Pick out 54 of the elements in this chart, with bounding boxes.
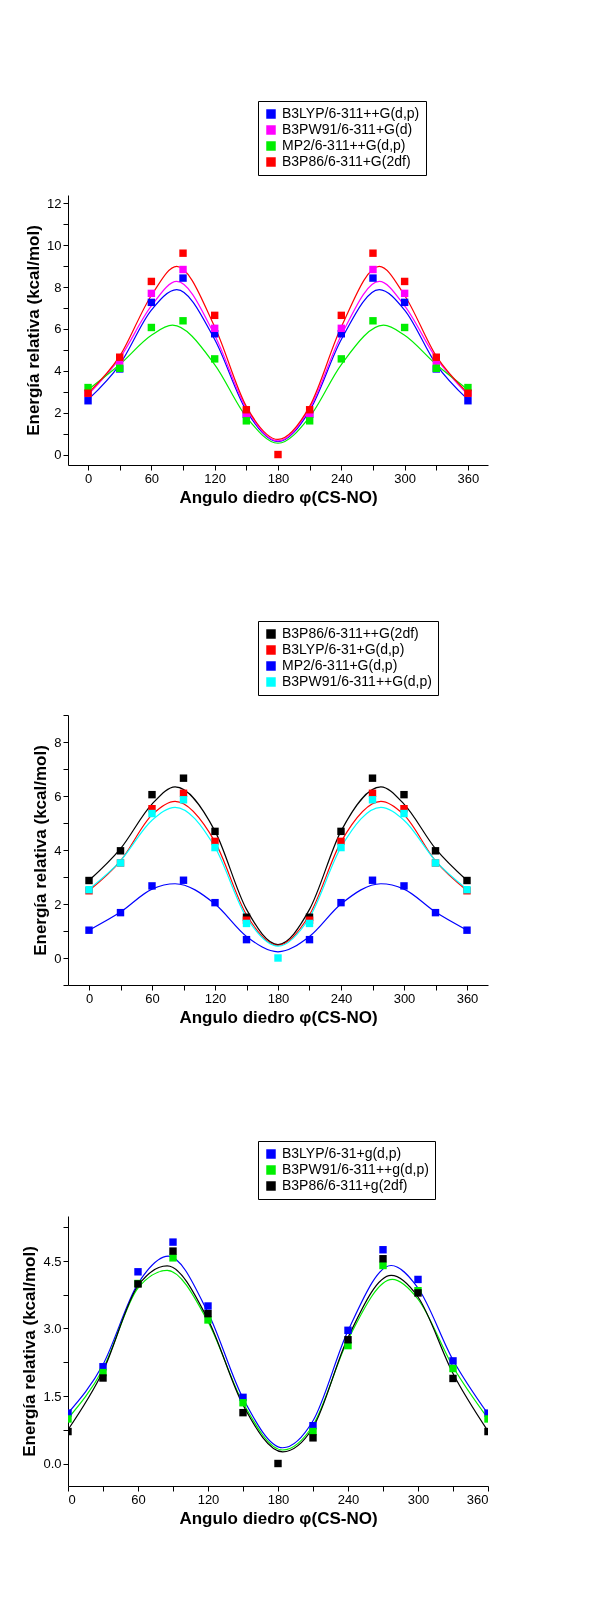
x-tick-label: 60 [145, 990, 160, 1006]
x-tick-label: 180 [267, 1491, 290, 1507]
x-axis-title: Angulo diedro φ(CS-NO) [179, 1007, 378, 1027]
y-axis-title: Energía relativa (kcal/mol) [31, 745, 51, 956]
legend-label: B3P86/6-311+G(2df) [282, 153, 411, 169]
x-tick-label: 120 [204, 470, 227, 486]
legend-label: B3PW91/6-311++g(d,p) [282, 1161, 429, 1177]
y-tick-label: 2 [54, 405, 62, 421]
y-tick-label: 1.5 [43, 1388, 62, 1404]
x-axis-title: Angulo diedro φ(CS-NO) [179, 1508, 378, 1528]
x-tick-label: 300 [407, 1491, 430, 1507]
x-axis-title: Angulo diedro φ(CS-NO) [179, 487, 378, 507]
y-tick-label: 10 [47, 237, 62, 253]
x-tick-label: 240 [330, 470, 353, 486]
y-tick-label: 0.0 [43, 1456, 62, 1471]
legend-label: B3PW91/6-311++G(d,p) [282, 673, 432, 689]
x-tick-label: 0 [68, 1491, 76, 1507]
x-tick-label: 300 [394, 470, 416, 486]
legend-label: B3LYP/6-31+g(d,p) [282, 1145, 402, 1161]
x-tick-label: 180 [267, 470, 290, 486]
y-tick-label: 3.0 [43, 1321, 62, 1336]
legend-label: MP2/6-311++G(d,p) [282, 137, 406, 153]
legend-label: MP2/6-311+G(d,p) [282, 657, 398, 673]
x-tick-label: 0 [84, 470, 93, 486]
x-tick-label: 360 [456, 990, 479, 1006]
y-axis-title: Energía relativa (kcal/mol) [24, 225, 44, 436]
x-tick-label: 240 [337, 1491, 360, 1507]
y-tick-label: 4 [54, 842, 62, 858]
x-tick-label: 0 [85, 990, 94, 1006]
legend-label: B3PW91/6-311+G(d) [282, 121, 413, 137]
x-tick-label: 60 [144, 470, 160, 486]
x-tick-label: 120 [204, 990, 227, 1006]
legend-label: B3LYP/6-311++G(d,p) [282, 105, 420, 121]
x-tick-label: 360 [457, 470, 480, 486]
legend-label: B3P86/6-311+g(2df) [282, 1177, 408, 1193]
legend-label: B3LYP/6-31+G(d,p) [282, 641, 405, 657]
x-tick-label: 180 [267, 990, 290, 1006]
y-tick-label: 2 [54, 896, 62, 912]
x-tick-label: 360 [466, 1491, 489, 1507]
legend-label: B3P86/6-311++G(2df) [282, 625, 419, 641]
x-tick-label: 240 [330, 990, 353, 1006]
x-tick-label: 60 [131, 1491, 146, 1507]
y-tick-label: 4 [54, 363, 62, 379]
y-tick-label: 0 [54, 950, 62, 966]
y-tick-label: 6 [54, 321, 62, 337]
y-tick-label: 4.5 [43, 1253, 62, 1269]
x-tick-label: 120 [197, 1491, 220, 1507]
y-tick-label: 8 [54, 279, 62, 295]
x-tick-label: 300 [393, 990, 416, 1006]
y-tick-label: 12 [47, 195, 62, 211]
y-tick-label: 0 [54, 447, 62, 463]
y-tick-label: 8 [54, 734, 62, 750]
y-tick-label: 6 [54, 788, 62, 804]
y-axis-title: Energía relativa (kcal/mol) [20, 1246, 40, 1457]
